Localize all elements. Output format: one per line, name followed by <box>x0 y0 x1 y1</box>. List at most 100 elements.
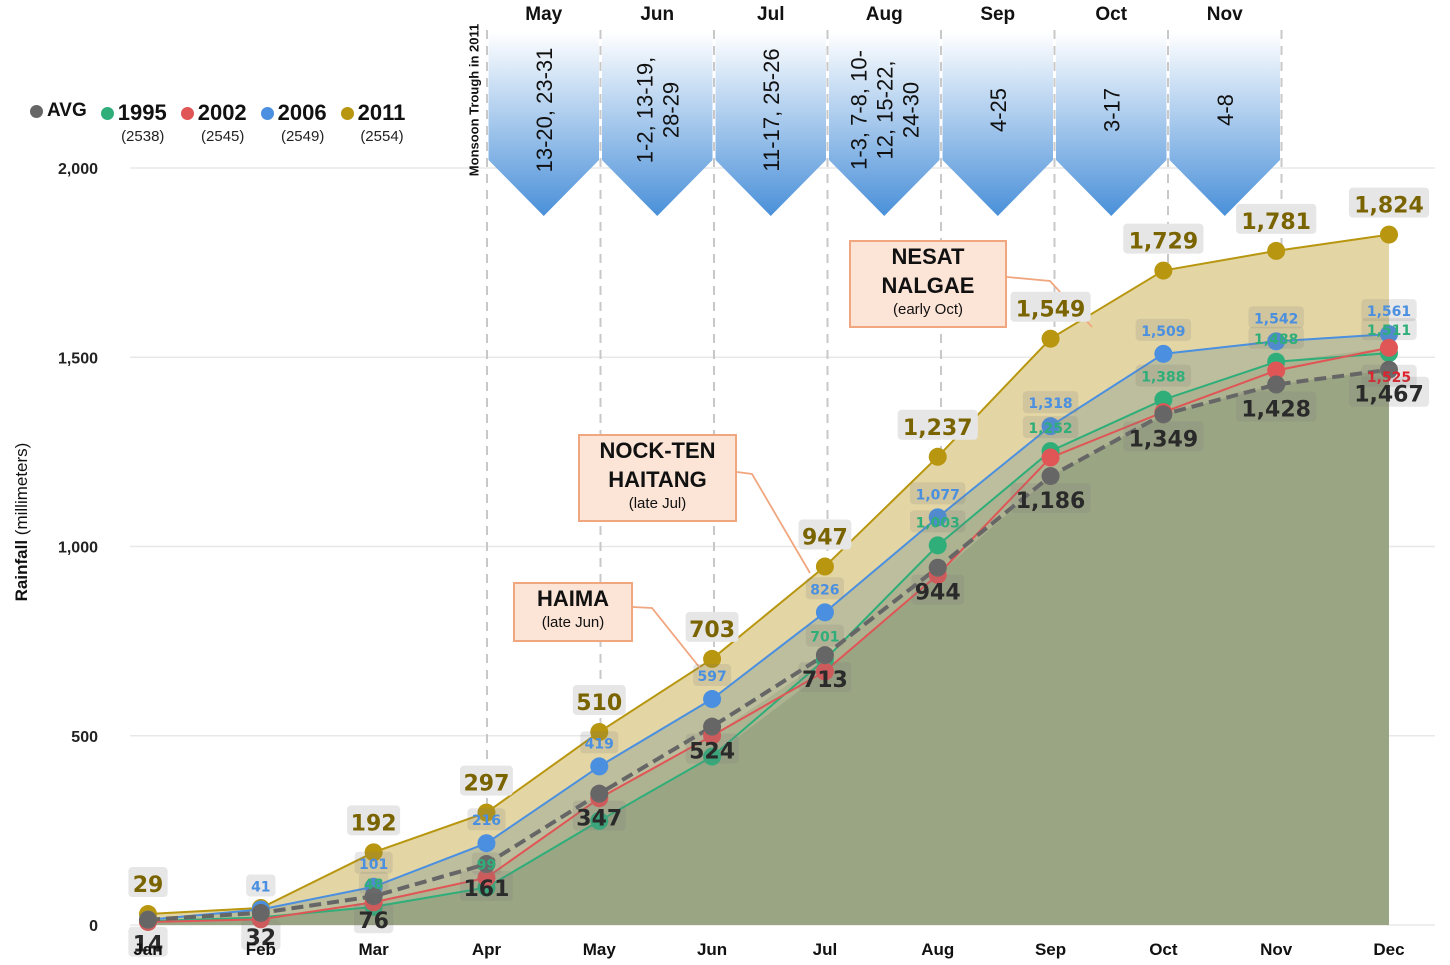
monsoon-dashed-lines <box>486 30 1283 925</box>
data-label-box <box>471 852 502 875</box>
point-2002 <box>815 662 834 681</box>
point-1995 <box>928 536 947 555</box>
data-label-box <box>910 510 966 533</box>
point-avg <box>815 646 834 665</box>
legend-item-avg: AVG <box>30 100 87 122</box>
data-label-box <box>805 577 844 600</box>
monsoon-dates-label: 1-2, 13-19,28-29 <box>632 57 683 163</box>
legend-dot-icon <box>100 106 114 120</box>
data-label-2011: 947 <box>802 526 848 551</box>
data-label-2006: 597 <box>697 669 726 685</box>
point-avg <box>703 717 722 736</box>
point-2002 <box>1267 361 1286 380</box>
monsoon-month-header: Jul <box>757 4 785 25</box>
point-1995 <box>703 747 722 766</box>
data-label-avg: 32 <box>246 926 277 951</box>
point-avg <box>1380 360 1398 379</box>
monsoon-month-header: Jun <box>640 4 675 25</box>
data-label-box <box>805 624 844 647</box>
x-tick-label: Feb <box>246 940 276 959</box>
point-2006 <box>1380 325 1398 344</box>
data-label-1995: 1,003 <box>916 515 960 531</box>
data-label-box <box>1022 416 1079 439</box>
data-label-box <box>1135 364 1192 387</box>
x-tick-label: Sep <box>1035 940 1066 959</box>
data-label-box <box>897 409 978 440</box>
data-label-box <box>1010 291 1091 322</box>
data-label-box <box>467 808 506 831</box>
monsoon-dates-label: 4-25 <box>986 88 1011 132</box>
data-label-avg: 1,186 <box>1016 489 1086 514</box>
data-label-box <box>1348 376 1430 407</box>
data-label-avg: 713 <box>802 668 848 693</box>
data-label-box <box>1022 391 1079 414</box>
data-label-box <box>1361 318 1417 341</box>
data-label-box <box>910 482 966 505</box>
data-label-1995: 99 <box>477 858 496 874</box>
point-avg <box>1267 375 1286 394</box>
data-label-box <box>128 867 168 898</box>
data-label-box <box>1123 223 1204 254</box>
data-label-2006: 1,561 <box>1367 304 1411 320</box>
point-avg <box>928 558 947 577</box>
data-label-2011: 297 <box>463 772 509 797</box>
legend-item-2002: 2002 (2545) <box>180 100 247 145</box>
legend-item-2006: 2006 (2549) <box>260 100 327 145</box>
x-axis-ticks: Jan Feb Mar Apr May Jun Jul Aug Sep Oct Nov Dec <box>133 940 1404 959</box>
point-2002 <box>1041 448 1060 467</box>
monsoon-arrow <box>488 32 599 216</box>
data-label-box <box>459 871 513 902</box>
data-label-box <box>241 919 281 950</box>
x-tick-label: Jun <box>697 940 727 959</box>
data-label-box <box>1236 203 1317 234</box>
data-label-2006: 1,509 <box>1141 324 1185 340</box>
legend-dot-icon <box>340 106 354 120</box>
data-label-2006: 826 <box>810 582 839 598</box>
connector-nockten <box>736 471 811 574</box>
series-areas <box>148 234 1389 926</box>
point-avg <box>364 887 383 906</box>
legend-dot-icon <box>180 106 194 120</box>
data-label-1995: 1,488 <box>1254 332 1298 348</box>
x-tick-label: Dec <box>1373 940 1404 959</box>
data-label-box <box>572 684 626 715</box>
monsoon-arrow <box>829 32 940 216</box>
data-label-1995: 48 <box>364 877 383 893</box>
x-tick-label: Apr <box>472 940 502 959</box>
point-avg <box>477 855 496 874</box>
point-2011 <box>815 557 834 576</box>
data-label-box <box>580 731 619 754</box>
data-label-2011: 1,237 <box>903 416 973 441</box>
monsoon-arrow <box>602 32 713 216</box>
point-2006 <box>1041 417 1060 436</box>
data-label-box <box>572 800 626 831</box>
monsoon-arrow <box>1169 32 1280 216</box>
data-label-box <box>246 874 276 897</box>
x-tick-label: Jan <box>133 940 162 959</box>
data-label-2011: 1,824 <box>1354 194 1424 219</box>
data-label-2011: 703 <box>689 618 735 643</box>
data-label-box <box>685 611 739 642</box>
data-label-2006: 1,077 <box>916 487 960 503</box>
data-label-2006: 1,318 <box>1028 396 1072 412</box>
monsoon-arrow <box>1056 32 1167 216</box>
x-tick-label: Aug <box>921 940 954 959</box>
data-label-box <box>1361 364 1417 387</box>
monsoon-month-header: Sep <box>980 4 1016 25</box>
connector-haima <box>632 606 701 669</box>
data-label-box <box>459 765 513 796</box>
x-tick-label: May <box>583 940 617 959</box>
data-label-box <box>347 805 401 836</box>
data-label-box <box>1236 391 1317 422</box>
monsoon-dates-label: 3-17 <box>1099 88 1124 132</box>
data-label-2006: 419 <box>585 736 614 752</box>
line-avg <box>147 367 1390 922</box>
data-label-box <box>911 574 965 605</box>
point-2011 <box>477 803 496 822</box>
point-2011 <box>703 649 722 668</box>
point-1995 <box>590 811 609 830</box>
data-label-box <box>354 851 393 874</box>
data-label-box <box>353 903 394 934</box>
monsoon-dates-label: 13-20, 23-31 <box>532 48 557 173</box>
monsoon-arrow <box>942 32 1053 216</box>
